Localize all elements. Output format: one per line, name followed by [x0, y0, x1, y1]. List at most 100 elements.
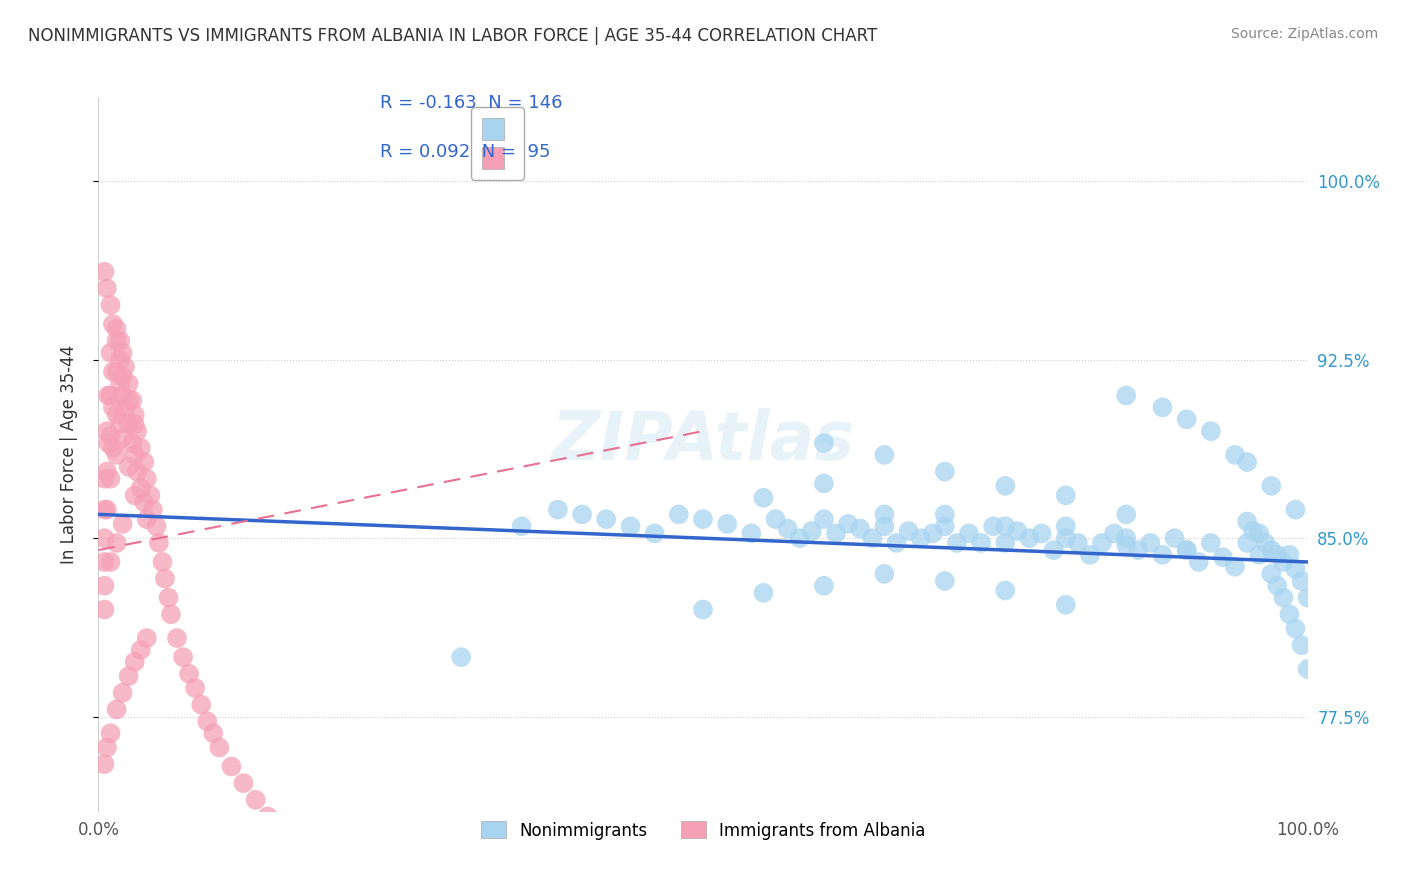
- Point: [1175, 543, 1198, 558]
- Point: [105, 448, 128, 462]
- Point: [100, 429, 122, 443]
- Point: [114, 359, 136, 374]
- Point: [124, 417, 146, 431]
- Point: [118, 376, 141, 391]
- Point: [1278, 548, 1301, 562]
- Point: [1272, 591, 1295, 605]
- Point: [105, 702, 128, 716]
- Point: [1054, 519, 1077, 533]
- Point: [93, 502, 115, 516]
- Point: [813, 512, 835, 526]
- Point: [910, 531, 932, 545]
- Point: [1115, 508, 1137, 522]
- Point: [1223, 559, 1246, 574]
- Point: [994, 583, 1017, 598]
- Point: [547, 502, 569, 516]
- Point: [921, 526, 943, 541]
- Point: [981, 519, 1004, 533]
- Point: [100, 472, 122, 486]
- Point: [166, 631, 188, 645]
- Point: [776, 522, 799, 536]
- Point: [105, 334, 128, 348]
- Point: [765, 512, 787, 526]
- Point: [160, 607, 183, 622]
- Point: [108, 376, 131, 391]
- Point: [837, 516, 859, 531]
- Point: [668, 508, 690, 522]
- Point: [1067, 536, 1090, 550]
- Point: [202, 726, 225, 740]
- Point: [825, 526, 848, 541]
- Point: [1042, 543, 1064, 558]
- Point: [157, 591, 180, 605]
- Point: [1102, 526, 1125, 541]
- Point: [100, 555, 122, 569]
- Point: [93, 579, 115, 593]
- Point: [232, 776, 254, 790]
- Point: [873, 519, 896, 533]
- Point: [124, 408, 146, 422]
- Y-axis label: In Labor Force | Age 35-44: In Labor Force | Age 35-44: [59, 345, 77, 565]
- Point: [1249, 526, 1271, 541]
- Point: [190, 698, 212, 712]
- Point: [152, 555, 174, 569]
- Point: [1236, 515, 1258, 529]
- Point: [108, 334, 131, 348]
- Point: [93, 265, 115, 279]
- Point: [873, 448, 896, 462]
- Point: [129, 441, 152, 455]
- Point: [1078, 548, 1101, 562]
- Point: [142, 502, 165, 516]
- Point: [994, 519, 1017, 533]
- Point: [1260, 479, 1282, 493]
- Point: [886, 536, 908, 550]
- Point: [184, 681, 207, 695]
- Text: NONIMMIGRANTS VS IMMIGRANTS FROM ALBANIA IN LABOR FORCE | AGE 35-44 CORRELATION : NONIMMIGRANTS VS IMMIGRANTS FROM ALBANIA…: [28, 27, 877, 45]
- Point: [96, 740, 118, 755]
- Point: [100, 345, 122, 359]
- Point: [111, 686, 134, 700]
- Point: [1267, 579, 1289, 593]
- Point: [1284, 562, 1306, 576]
- Point: [101, 401, 124, 415]
- Point: [153, 572, 176, 586]
- Point: [571, 508, 593, 522]
- Point: [957, 526, 980, 541]
- Point: [994, 479, 1017, 493]
- Text: R = 0.092  N =  95: R = 0.092 N = 95: [380, 143, 550, 161]
- Point: [1236, 455, 1258, 469]
- Point: [1188, 555, 1211, 569]
- Point: [1175, 412, 1198, 426]
- Point: [800, 524, 823, 538]
- Point: [619, 519, 641, 533]
- Point: [135, 631, 157, 645]
- Point: [1212, 550, 1234, 565]
- Point: [105, 322, 128, 336]
- Point: [111, 431, 134, 445]
- Point: [1260, 566, 1282, 581]
- Point: [1199, 536, 1222, 550]
- Point: [121, 393, 143, 408]
- Point: [1115, 388, 1137, 402]
- Point: [245, 793, 267, 807]
- Point: [873, 566, 896, 581]
- Point: [1236, 536, 1258, 550]
- Point: [752, 491, 775, 505]
- Point: [1139, 536, 1161, 550]
- Point: [108, 352, 131, 367]
- Point: [108, 417, 131, 431]
- Point: [1249, 548, 1271, 562]
- Point: [148, 536, 170, 550]
- Point: [1054, 598, 1077, 612]
- Point: [124, 655, 146, 669]
- Point: [1031, 526, 1053, 541]
- Point: [897, 524, 920, 538]
- Point: [1272, 555, 1295, 569]
- Point: [96, 281, 118, 295]
- Point: [1152, 548, 1174, 562]
- Point: [1284, 622, 1306, 636]
- Point: [994, 536, 1017, 550]
- Point: [172, 650, 194, 665]
- Point: [789, 531, 811, 545]
- Point: [849, 522, 872, 536]
